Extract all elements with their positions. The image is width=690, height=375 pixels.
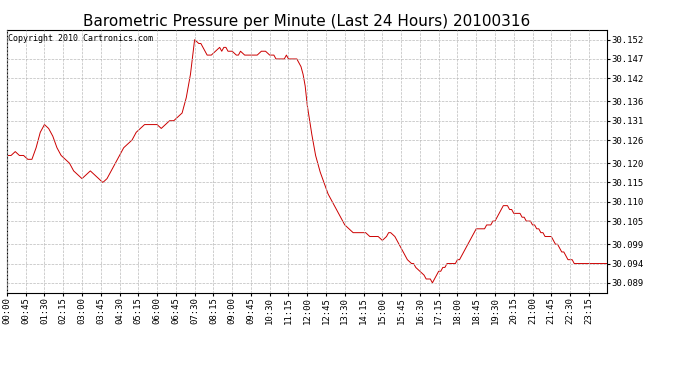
Title: Barometric Pressure per Minute (Last 24 Hours) 20100316: Barometric Pressure per Minute (Last 24 …: [83, 14, 531, 29]
Text: Copyright 2010 Cartronics.com: Copyright 2010 Cartronics.com: [8, 34, 153, 43]
